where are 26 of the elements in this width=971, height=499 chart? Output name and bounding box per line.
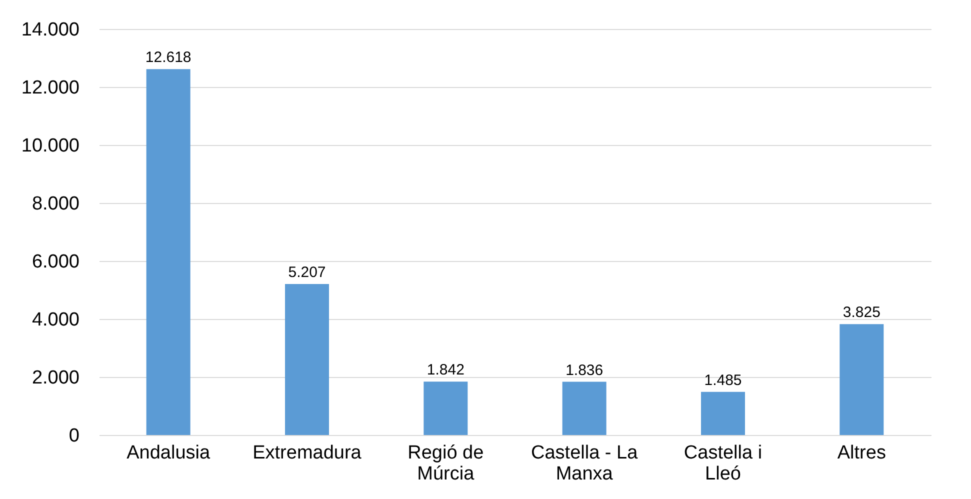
data-label: 1.485 <box>704 372 742 389</box>
data-label: 1.836 <box>566 362 604 379</box>
data-label: 1.842 <box>426 362 464 379</box>
x-tick-label: Regió de Múrcia <box>408 442 484 484</box>
bar <box>424 382 468 435</box>
bar <box>840 324 884 435</box>
bar <box>701 392 745 435</box>
x-tick-label: Castella i Lleó <box>684 442 762 484</box>
y-tick-label: 12.000 <box>21 78 80 98</box>
y-tick-label: 2.000 <box>32 368 80 388</box>
bar <box>562 382 606 435</box>
y-tick-label: 10.000 <box>21 136 80 156</box>
y-tick-label: 14.000 <box>21 20 80 40</box>
bar <box>146 69 190 435</box>
y-tick-label: 4.000 <box>32 310 80 330</box>
y-tick-label: 6.000 <box>32 252 80 272</box>
data-label: 3.825 <box>842 304 880 322</box>
data-label: 5.207 <box>288 264 326 281</box>
bar <box>285 284 329 435</box>
data-label: 12.618 <box>145 49 192 66</box>
x-tick-label: Castella - La Manxa <box>530 442 638 484</box>
y-tick-label: 8.000 <box>32 194 80 214</box>
x-tick-label: Extremadura <box>252 442 362 464</box>
x-tick-label: Andalusia <box>126 442 210 464</box>
y-tick-label: 0 <box>68 426 80 446</box>
x-tick-label: Altres <box>837 442 886 464</box>
